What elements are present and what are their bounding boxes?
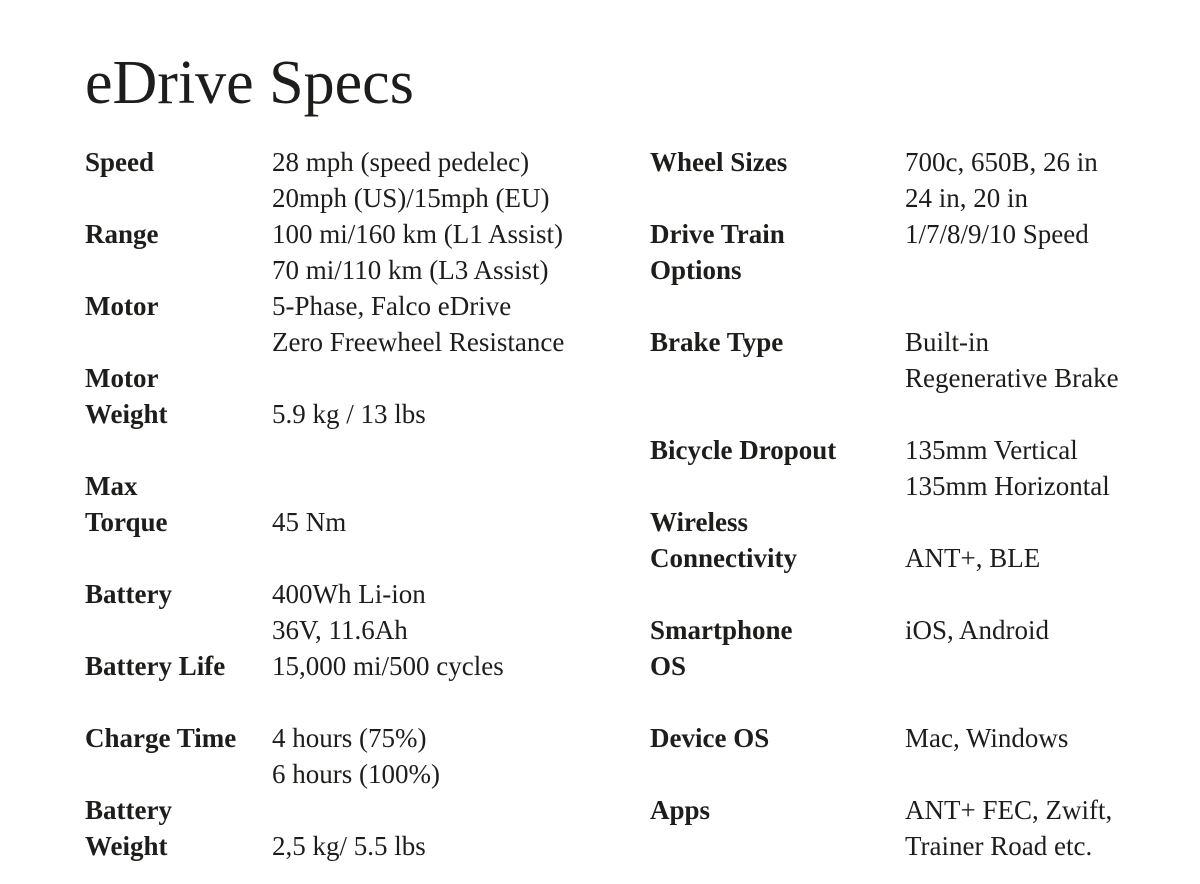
spec-row-wireless-connectivity: Wireless Connectivity ANT+, BLE (650, 504, 1170, 576)
spec-label-battery-life: Battery Life (85, 651, 226, 681)
spec-row-drive-train-options: Drive Train Options 1/7/8/9/10 Speed (650, 216, 1170, 288)
spec-label-speed: Speed (85, 147, 155, 177)
spec-row-wheel-sizes: Wheel Sizes 700c, 650B, 26 in 24 in, 20 … (650, 144, 1170, 216)
spec-label-wheel-sizes: Wheel Sizes (650, 147, 788, 177)
spec-columns: Speed 28 mph (speed pedelec) 20mph (US)/… (85, 144, 1170, 864)
spec-value-drive-train-options: 1/7/8/9/10 Speed (905, 219, 1089, 249)
spec-row-device-os: Device OS Mac, Windows (650, 720, 1170, 756)
spec-value-battery-life: 15,000 mi/500 cycles (272, 651, 504, 681)
spec-value-brake-type: Built-in Regenerative Brake (905, 327, 1119, 393)
spec-label-battery-weight: Battery Weight (85, 795, 172, 861)
spec-label-motor-weight: Motor Weight (85, 363, 168, 429)
spec-row-bicycle-dropout: Bicycle Dropout 135mm Vertical 135mm Hor… (650, 432, 1170, 504)
spec-value-battery-weight: 2,5 kg/ 5.5 lbs (272, 831, 426, 861)
spec-row-brake-type: Brake Type Built-in Regenerative Brake (650, 324, 1170, 396)
spec-value-motor: 5-Phase, Falco eDrive Zero Freewheel Res… (272, 291, 565, 357)
spec-row-battery: Battery 400Wh Li-ion 36V, 11.6Ah (85, 576, 650, 648)
spec-label-device-os: Device OS (650, 723, 770, 753)
spec-row-battery-weight: Battery Weight 2,5 kg/ 5.5 lbs (85, 792, 650, 864)
spec-row-charge-time: Charge Time 4 hours (75%) 6 hours (100%) (85, 720, 650, 792)
spec-value-speed: 28 mph (speed pedelec) 20mph (US)/15mph … (272, 147, 550, 213)
spec-value-range: 100 mi/160 km (L1 Assist) 70 mi/110 km (… (272, 219, 564, 285)
spec-label-max-torque: Max Torque (85, 471, 168, 537)
spec-label-battery: Battery (85, 579, 172, 609)
spec-row-max-torque: Max Torque 45 Nm (85, 468, 650, 540)
spec-column-left: Speed 28 mph (speed pedelec) 20mph (US)/… (85, 144, 650, 864)
spec-row-motor: Motor 5-Phase, Falco eDrive Zero Freewhe… (85, 288, 650, 360)
spec-row-speed: Speed 28 mph (speed pedelec) 20mph (US)/… (85, 144, 650, 216)
spec-label-range: Range (85, 219, 159, 249)
spec-value-bicycle-dropout: 135mm Vertical 135mm Horizontal (905, 435, 1110, 501)
spec-row-range: Range 100 mi/160 km (L1 Assist) 70 mi/11… (85, 216, 650, 288)
spec-label-charge-time: Charge Time (85, 723, 237, 753)
spec-column-right: Wheel Sizes 700c, 650B, 26 in 24 in, 20 … (650, 144, 1170, 864)
spec-value-max-torque: 45 Nm (272, 507, 347, 537)
spec-value-smartphone-os: iOS, Android (905, 615, 1050, 645)
spec-row-battery-life: Battery Life 15,000 mi/500 cycles (85, 648, 650, 684)
spec-row-motor-weight: Motor Weight 5.9 kg / 13 lbs (85, 360, 650, 432)
page-title: eDrive Specs (85, 49, 414, 117)
spec-label-apps: Apps (650, 795, 711, 825)
spec-label-smartphone-os: Smartphone OS (650, 615, 793, 681)
spec-label-brake-type: Brake Type (650, 327, 784, 357)
spec-row-smartphone-os: Smartphone OS iOS, Android (650, 612, 1170, 684)
spec-label-bicycle-dropout: Bicycle Dropout (650, 435, 837, 465)
spec-value-charge-time: 4 hours (75%) 6 hours (100%) (272, 723, 440, 789)
spec-value-apps: ANT+ FEC, Zwift, Trainer Road etc. (905, 795, 1113, 861)
spec-value-wheel-sizes: 700c, 650B, 26 in 24 in, 20 in (905, 147, 1098, 213)
spec-value-device-os: Mac, Windows (905, 723, 1069, 753)
spec-value-wireless-connectivity: ANT+, BLE (905, 543, 1041, 573)
spec-row-apps: Apps ANT+ FEC, Zwift, Trainer Road etc. (650, 792, 1170, 864)
spec-label-wireless-connectivity: Wireless Connectivity (650, 507, 797, 573)
spec-label-drive-train-options: Drive Train Options (650, 219, 785, 285)
spec-label-motor: Motor (85, 291, 159, 321)
spec-value-motor-weight: 5.9 kg / 13 lbs (272, 399, 426, 429)
spec-value-battery: 400Wh Li-ion 36V, 11.6Ah (272, 579, 426, 645)
